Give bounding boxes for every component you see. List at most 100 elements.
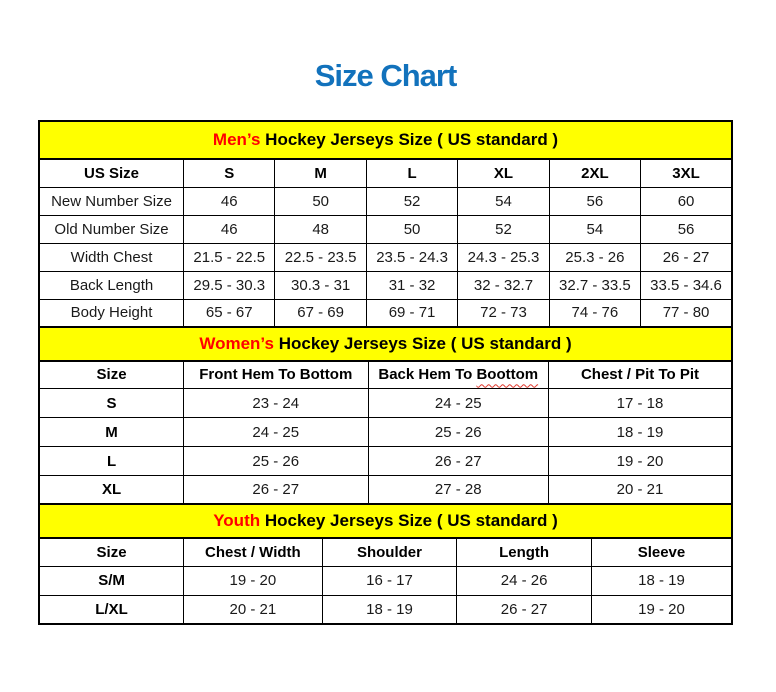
table-row: L 25 - 26 26 - 27 19 - 20 — [38, 446, 733, 476]
data-cell: 19 - 20 — [183, 565, 323, 596]
data-cell: 24 - 25 — [367, 388, 549, 418]
mens-header-cell: 3XL — [640, 158, 733, 188]
data-cell: 60 — [640, 186, 733, 216]
data-cell: 24 - 25 — [183, 417, 369, 447]
table-row: S 23 - 24 24 - 25 17 - 18 — [38, 388, 733, 418]
data-cell: 56 — [640, 214, 733, 244]
youth-banner-highlight: Youth — [213, 511, 261, 530]
mens-size-table: Men’s Hockey Jerseys Size ( US standard … — [38, 120, 733, 328]
row-label: S — [38, 388, 185, 418]
mens-column-header-row: US Size S M L XL 2XL 3XL — [38, 158, 733, 188]
row-label: Back Length — [38, 270, 185, 300]
data-cell: 30.3 - 31 — [274, 270, 367, 300]
row-label: New Number Size — [38, 186, 185, 216]
womens-header-cell: Front Hem To Bottom — [183, 360, 369, 389]
data-cell: 24 - 26 — [456, 565, 592, 596]
data-cell: 18 - 19 — [590, 565, 733, 596]
row-label: M — [38, 417, 185, 447]
table-row: Old Number Size 46 48 50 52 54 56 — [38, 214, 733, 244]
data-cell: 20 - 21 — [547, 475, 733, 505]
data-cell: 24.3 - 25.3 — [457, 242, 550, 272]
youth-column-header-row: Size Chest / Width Shoulder Length Sleev… — [38, 537, 733, 567]
data-cell: 46 — [183, 186, 276, 216]
data-cell: 46 — [183, 214, 276, 244]
data-cell: 56 — [548, 186, 642, 216]
back-hem-label-prefix: Back Hem To — [378, 366, 477, 384]
mens-banner: Men’s Hockey Jerseys Size ( US standard … — [38, 120, 733, 160]
womens-banner-cell: Women’s Hockey Jerseys Size ( US standar… — [38, 325, 733, 362]
data-cell: 23.5 - 24.3 — [365, 242, 459, 272]
data-cell: 77 - 80 — [640, 298, 733, 328]
womens-header-cell-back-hem: Back Hem To Boottom — [367, 360, 549, 389]
row-label: L/XL — [38, 594, 185, 625]
table-row: Back Length 29.5 - 30.3 30.3 - 31 31 - 3… — [38, 270, 733, 300]
data-cell: 18 - 19 — [321, 594, 458, 625]
mens-banner-highlight: Men’s — [212, 130, 261, 149]
data-cell: 65 - 67 — [183, 298, 276, 328]
data-cell: 25 - 26 — [367, 417, 549, 447]
data-cell: 17 - 18 — [547, 388, 733, 418]
table-row: XL 26 - 27 27 - 28 20 - 21 — [38, 475, 733, 505]
row-label: Old Number Size — [38, 214, 185, 244]
data-cell: 22.5 - 23.5 — [274, 242, 367, 272]
womens-header-cell: Size — [38, 360, 185, 389]
row-label: Width Chest — [38, 242, 185, 272]
youth-banner: Youth Hockey Jerseys Size ( US standard … — [38, 503, 733, 539]
womens-banner-text: Hockey Jerseys Size ( US standard ) — [273, 333, 572, 353]
mens-header-cell: US Size — [38, 158, 185, 188]
womens-banner: Women’s Hockey Jerseys Size ( US standar… — [38, 325, 733, 362]
data-cell: 26 - 27 — [640, 242, 733, 272]
data-cell: 69 - 71 — [365, 298, 459, 328]
data-cell: 19 - 20 — [590, 594, 733, 625]
back-hem-misspelled-word: Boottom — [476, 366, 539, 384]
data-cell: 26 - 27 — [367, 446, 549, 476]
table-row: Width Chest 21.5 - 22.5 22.5 - 23.5 23.5… — [38, 242, 733, 272]
data-cell: 74 - 76 — [548, 298, 642, 328]
womens-banner-highlight: Women’s — [199, 333, 274, 353]
mens-header-cell: 2XL — [548, 158, 642, 188]
size-chart-tables: Men’s Hockey Jerseys Size ( US standard … — [38, 120, 733, 625]
youth-size-table: Youth Hockey Jerseys Size ( US standard … — [38, 503, 733, 625]
data-cell: 50 — [365, 214, 459, 244]
table-row: New Number Size 46 50 52 54 56 60 — [38, 186, 733, 216]
youth-header-cell: Shoulder — [321, 537, 458, 567]
table-row: Body Height 65 - 67 67 - 69 69 - 71 72 -… — [38, 298, 733, 328]
data-cell: 29.5 - 30.3 — [183, 270, 276, 300]
data-cell: 26 - 27 — [456, 594, 592, 625]
data-cell: 31 - 32 — [365, 270, 459, 300]
youth-header-cell: Chest / Width — [183, 537, 323, 567]
data-cell: 26 - 27 — [183, 475, 369, 505]
data-cell: 67 - 69 — [274, 298, 367, 328]
youth-banner-cell: Youth Hockey Jerseys Size ( US standard … — [38, 503, 733, 539]
mens-banner-cell: Men’s Hockey Jerseys Size ( US standard … — [38, 120, 733, 160]
data-cell: 54 — [457, 186, 550, 216]
table-row: S/M 19 - 20 16 - 17 24 - 26 18 - 19 — [38, 565, 733, 596]
data-cell: 19 - 20 — [547, 446, 733, 476]
mens-header-cell: L — [365, 158, 459, 188]
womens-column-header-row: Size Front Hem To Bottom Back Hem To Boo… — [38, 360, 733, 389]
data-cell: 52 — [365, 186, 459, 216]
womens-size-table: Women’s Hockey Jerseys Size ( US standar… — [38, 325, 733, 506]
data-cell: 25.3 - 26 — [548, 242, 642, 272]
mens-header-cell: M — [274, 158, 367, 188]
mens-header-cell: XL — [457, 158, 550, 188]
data-cell: 18 - 19 — [547, 417, 733, 447]
data-cell: 32 - 32.7 — [457, 270, 550, 300]
mens-banner-text: Hockey Jerseys Size ( US standard ) — [260, 130, 559, 149]
mens-header-cell: S — [183, 158, 276, 188]
data-cell: 32.7 - 33.5 — [548, 270, 642, 300]
data-cell: 16 - 17 — [321, 565, 458, 596]
page-title: Size Chart — [314, 58, 458, 93]
youth-header-cell: Length — [456, 537, 592, 567]
data-cell: 21.5 - 22.5 — [183, 242, 276, 272]
data-cell: 48 — [274, 214, 367, 244]
youth-header-cell: Sleeve — [590, 537, 733, 567]
womens-header-cell: Chest / Pit To Pit — [547, 360, 733, 389]
youth-header-cell: Size — [38, 537, 185, 567]
data-cell: 23 - 24 — [183, 388, 369, 418]
table-row: L/XL 20 - 21 18 - 19 26 - 27 19 - 20 — [38, 594, 733, 625]
row-label: XL — [38, 475, 185, 505]
data-cell: 54 — [548, 214, 642, 244]
data-cell: 52 — [457, 214, 550, 244]
data-cell: 72 - 73 — [457, 298, 550, 328]
